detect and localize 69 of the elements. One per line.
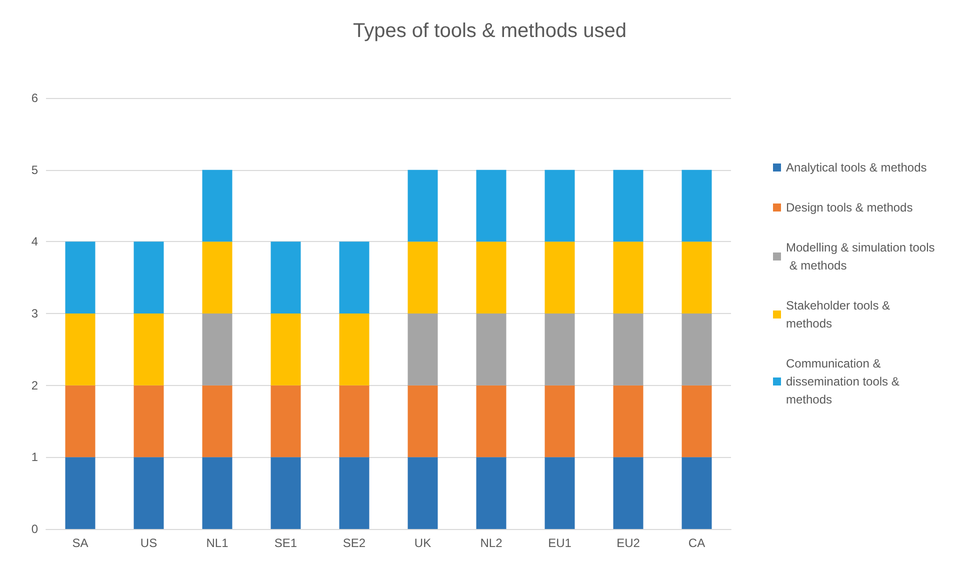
x-tick-label: NL1	[206, 536, 229, 550]
bar	[134, 314, 164, 386]
bar	[476, 314, 506, 386]
x-tick-label: NL2	[480, 536, 503, 550]
y-tick-label: 1	[31, 450, 38, 464]
bar	[134, 385, 164, 458]
bar	[202, 385, 232, 458]
x-tick-label: EU2	[616, 536, 640, 550]
bar	[613, 242, 644, 314]
bar	[544, 170, 575, 242]
y-tick-label: 4	[31, 234, 38, 249]
bar	[476, 170, 506, 242]
legend-label: Modelling & simulation tools & methods	[786, 240, 935, 272]
bar	[613, 314, 644, 386]
bar	[613, 385, 644, 458]
bar	[270, 242, 301, 314]
y-tick-label: 6	[31, 91, 38, 105]
x-tick-label: SE1	[274, 536, 298, 550]
bar	[202, 170, 232, 242]
bar	[270, 314, 301, 386]
x-tick-label: US	[140, 536, 158, 550]
legend-label: Communication & dissemination tools & methods	[786, 356, 903, 406]
y-tick-label: 2	[31, 378, 38, 392]
bar	[270, 385, 301, 458]
legend-label: Analytical tools & methods	[786, 160, 927, 174]
bar	[613, 457, 644, 529]
bar	[544, 457, 575, 529]
bar	[408, 170, 438, 242]
bar	[682, 385, 712, 458]
bar	[65, 457, 96, 529]
bar	[682, 314, 712, 386]
bar	[476, 385, 506, 458]
x-tick-label: UK	[414, 536, 432, 550]
y-tick-label: 3	[31, 306, 38, 320]
bar	[476, 457, 506, 529]
bar	[544, 242, 575, 314]
bar	[202, 242, 232, 314]
bar	[408, 385, 438, 458]
bar	[408, 457, 438, 529]
bar	[544, 385, 575, 458]
x-tick-label: SE2	[342, 536, 366, 550]
x-tick-label: SA	[72, 536, 88, 550]
bar	[65, 385, 96, 458]
chart-title: Types of tools & methods used	[353, 20, 626, 42]
bar	[270, 457, 301, 529]
bar	[202, 314, 232, 386]
bar	[682, 457, 712, 529]
bar	[682, 170, 712, 242]
legend-label: Stakeholder tools & methods	[786, 298, 894, 330]
bar	[476, 242, 506, 314]
bar	[408, 314, 438, 386]
bar	[202, 457, 232, 529]
legend-label: Design tools & methods	[786, 200, 913, 214]
bar	[134, 457, 164, 529]
bar	[339, 314, 370, 386]
bar	[65, 314, 96, 386]
bar	[682, 242, 712, 314]
bar	[408, 242, 438, 314]
bar	[613, 170, 644, 242]
bar	[65, 242, 96, 314]
x-tick-label: CA	[688, 536, 706, 550]
bar	[339, 457, 370, 529]
bar	[544, 314, 575, 386]
bar	[339, 242, 370, 314]
bar	[339, 385, 370, 458]
x-tick-label: EU1	[548, 536, 572, 550]
y-tick-label: 0	[31, 522, 38, 536]
y-tick-label: 5	[31, 162, 38, 177]
bar	[134, 242, 164, 314]
